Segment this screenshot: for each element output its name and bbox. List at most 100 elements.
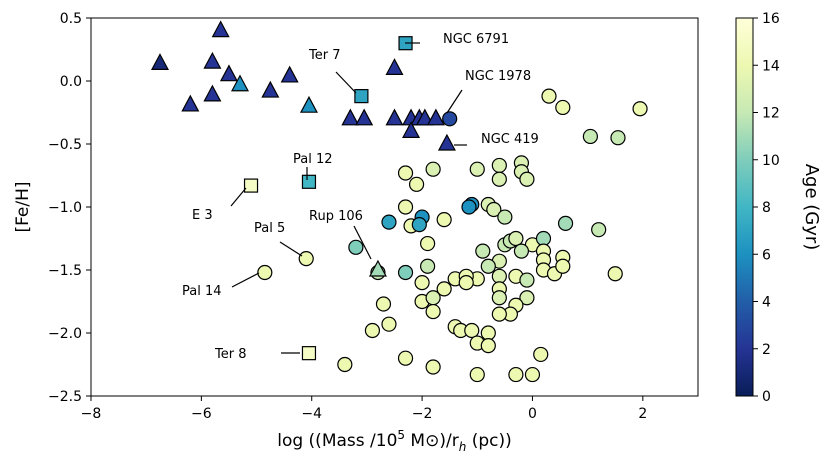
data-point-circle xyxy=(491,306,507,322)
annotation-label: NGC 6791 xyxy=(443,32,509,47)
data-point-square xyxy=(243,178,259,193)
data-point-circle xyxy=(425,303,441,320)
data-point-circle xyxy=(513,243,530,259)
data-point-triangle xyxy=(341,108,360,126)
data-point-circle xyxy=(381,316,397,332)
data-point-circle xyxy=(298,251,314,267)
data-point-circle xyxy=(475,243,491,259)
data-point-circle xyxy=(381,214,397,230)
data-point-circle xyxy=(469,366,485,383)
colorbar-tick-label: 12 xyxy=(762,106,780,122)
data-point-circle xyxy=(414,275,430,291)
colorbar-tick-label: 10 xyxy=(762,153,780,169)
data-point-triangle xyxy=(402,121,421,138)
data-point-triangle xyxy=(211,20,230,38)
data-point-circle xyxy=(491,290,507,306)
colorbar-tick-label: 2 xyxy=(762,342,771,358)
data-point-circle xyxy=(524,366,541,383)
axes: −8 −6 −4 −2 0 2 0.5 0.0 −0.5 −1.0 −1.5 −2.0 −2.5 log … xyxy=(13,11,699,454)
colorbar-tick-label: 0 xyxy=(762,389,771,405)
data-point-circle xyxy=(397,264,414,281)
data-point-triangle xyxy=(415,108,434,126)
annotation-pal-12: Pal 12 xyxy=(293,152,333,180)
data-point-circle xyxy=(397,350,414,366)
colorbar-tick-label: 8 xyxy=(762,200,771,216)
data-point-triangle xyxy=(368,259,387,277)
data-point-circle xyxy=(555,258,571,274)
annotation-ter-8: Ter 8 xyxy=(214,347,300,362)
x-tick-label: −2 xyxy=(412,406,433,422)
data-point-circle xyxy=(535,230,552,247)
annotation-label: Pal 12 xyxy=(293,152,333,167)
colorbar: 0 2 4 6 8 10 12 14 16 Age (Gyr) xyxy=(735,11,822,405)
data-point-triangle xyxy=(230,74,249,92)
data-point-circle xyxy=(425,161,441,177)
data-point-triangle xyxy=(426,108,445,126)
data-point-square xyxy=(301,174,317,189)
annotation-rup-106: Rup 106 xyxy=(309,209,372,260)
annotations: NGC 6791 Ter 7 NGC 1978 NGC 419 Pal 12 E 3 Rup… xyxy=(182,32,539,362)
y-tick-label: −2.0 xyxy=(48,326,82,342)
annotation-label: Pal 14 xyxy=(182,284,222,299)
data-point-circle xyxy=(408,176,425,192)
colorbar-tick-label: 6 xyxy=(762,247,771,263)
colorbar-label: Age (Gyr) xyxy=(801,164,822,251)
data-point-circle xyxy=(461,199,477,215)
y-axis-label: [Fe/H] xyxy=(13,181,33,232)
data-point-circle xyxy=(497,209,513,225)
data-point-triangle xyxy=(181,94,200,112)
x-tick-label: 2 xyxy=(638,406,647,422)
annotation-label: Ter 8 xyxy=(214,347,246,362)
annotation-ngc-419: NGC 419 xyxy=(454,132,539,147)
data-point-triangle xyxy=(203,84,222,102)
data-point-circle xyxy=(519,171,535,187)
annotation-label: NGC 1978 xyxy=(465,69,531,84)
annotation-label: Rup 106 xyxy=(309,209,363,224)
data-point-circle xyxy=(397,165,414,181)
annotation-ter-7: Ter 7 xyxy=(308,48,357,94)
data-point-circle xyxy=(508,230,524,247)
y-tick-label: −2.5 xyxy=(48,389,82,405)
annotation-leader-line xyxy=(446,89,463,114)
data-point-circle xyxy=(480,338,496,354)
data-point-circle xyxy=(420,258,436,274)
data-point-circle xyxy=(582,128,598,145)
data-point-circle xyxy=(480,325,496,341)
x-tick-label: 0 xyxy=(528,406,537,422)
data-point-circle xyxy=(555,99,571,116)
data-markers xyxy=(150,20,648,383)
data-point-square xyxy=(354,89,369,104)
y-tick-label: −0.5 xyxy=(48,137,82,153)
y-tick-label: 0.0 xyxy=(60,74,82,90)
data-point-circle xyxy=(508,366,524,383)
data-point-circle xyxy=(519,272,535,288)
annotation-leader-line xyxy=(231,272,260,288)
annotation-pal-14: Pal 14 xyxy=(182,272,260,299)
annotation-ngc-1978: NGC 1978 xyxy=(446,69,531,114)
data-point-circle xyxy=(557,215,574,231)
data-point-circle xyxy=(469,161,485,177)
annotation-label: Pal 5 xyxy=(254,221,285,236)
data-point-triangle xyxy=(299,95,318,113)
data-point-circle xyxy=(491,171,507,187)
data-point-triangle xyxy=(385,58,404,76)
data-point-triangle xyxy=(385,108,404,126)
plot-area xyxy=(91,18,698,396)
data-point-triangle xyxy=(261,80,280,98)
data-point-circle xyxy=(458,275,474,291)
annotation-leader-line xyxy=(279,241,303,257)
data-point-circle xyxy=(464,322,480,339)
data-point-circle xyxy=(337,356,353,373)
colorbar-tick-label: 16 xyxy=(762,11,780,27)
data-point-circle xyxy=(442,111,458,127)
data-point-circle xyxy=(425,359,441,375)
plot-background xyxy=(91,18,698,396)
data-point-triangle xyxy=(280,65,299,83)
data-point-circle xyxy=(486,201,502,218)
data-point-circle xyxy=(397,199,414,215)
data-point-triangle xyxy=(219,64,238,82)
annotation-label: Ter 7 xyxy=(308,48,340,63)
data-point-circle xyxy=(607,266,623,282)
annotation-pal-5: Pal 5 xyxy=(254,221,303,257)
data-point-circle xyxy=(364,322,381,339)
